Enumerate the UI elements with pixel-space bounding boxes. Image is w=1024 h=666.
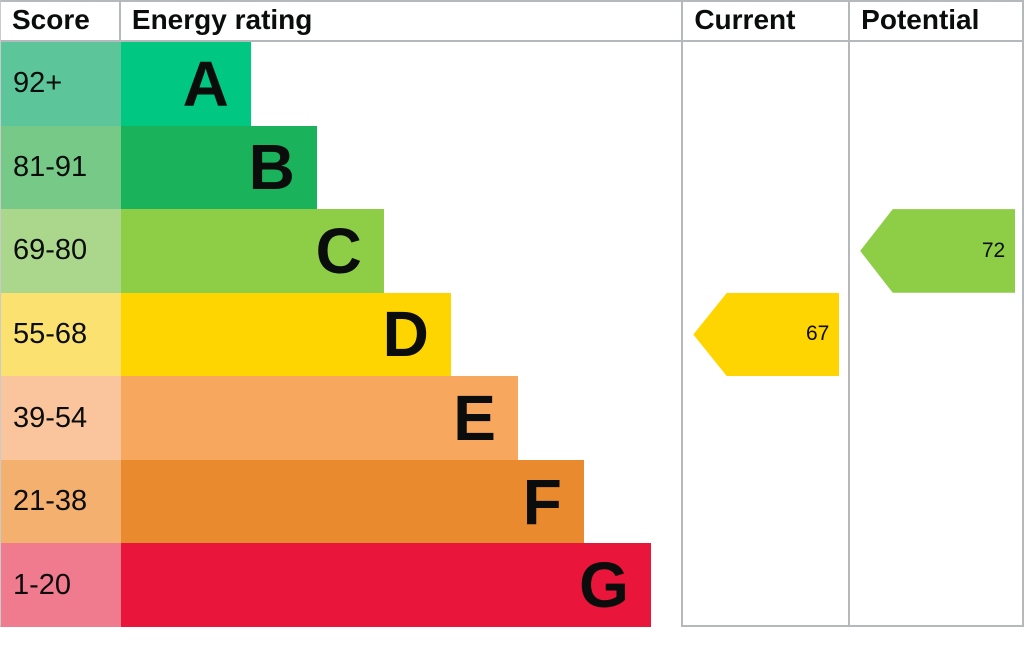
score-range-a: 92+ [13, 67, 63, 100]
band-row-a: 92+ A [1, 42, 1024, 126]
rating-bar-a: A [120, 42, 251, 126]
band-row-g: 1-20 G [1, 543, 1024, 627]
current-rating-arrow: 67 [693, 292, 840, 377]
current-column-cell [683, 376, 851, 460]
score-range-b: 81-91 [13, 150, 88, 183]
score-range-e: 39-54 [13, 401, 88, 434]
rating-cell-f: F [120, 459, 684, 544]
epc-rating-table: Score Energy rating Current Potential 92… [0, 0, 1024, 627]
band-letter-f: F [522, 465, 562, 538]
score-range-f: 21-38 [13, 485, 88, 518]
current-column-cell [683, 543, 851, 627]
current-column-cell: 67 [683, 292, 851, 377]
current-column-cell [683, 459, 851, 544]
rating-bar-b: B [120, 125, 317, 210]
header-potential: Potential [850, 2, 1024, 40]
current-column-cell [683, 209, 851, 293]
table-header-row: Score Energy rating Current Potential [1, 2, 1024, 42]
current-column-cell [683, 42, 851, 126]
band-letter-c: C [315, 214, 362, 287]
header-score: Score [1, 2, 121, 40]
score-cell-b: 81-91 [1, 125, 121, 210]
rating-cell-d: D [120, 292, 684, 377]
potential-rating-arrow: 72 [860, 209, 1016, 293]
potential-column-cell [850, 459, 1024, 544]
rating-cell-a: A [120, 42, 684, 126]
potential-column-cell [850, 42, 1024, 126]
score-cell-g: 1-20 [1, 543, 121, 627]
potential-column-cell: 72 [850, 209, 1024, 293]
rating-cell-c: C [120, 209, 684, 293]
rating-cell-e: E [120, 376, 684, 460]
current-column-cell [683, 125, 851, 210]
rating-bar-c: C [120, 209, 384, 293]
header-energy-rating: Energy rating [121, 2, 684, 40]
band-letter-e: E [453, 382, 496, 455]
potential-column-cell [850, 376, 1024, 460]
band-row-e: 39-54 E [1, 376, 1024, 460]
rating-bar-e: E [120, 376, 518, 460]
current-rating-value: 67 [805, 322, 830, 346]
rating-cell-b: B [120, 125, 684, 210]
rating-bar-d: D [120, 292, 451, 377]
rating-cell-g: G [120, 543, 684, 627]
score-cell-f: 21-38 [1, 459, 121, 544]
band-letter-g: G [579, 549, 629, 622]
header-current: Current [683, 2, 851, 40]
potential-rating-value: 72 [981, 238, 1006, 262]
band-row-f: 21-38 F [1, 459, 1024, 544]
score-range-c: 69-80 [13, 234, 88, 267]
potential-column-cell [850, 292, 1024, 377]
score-cell-a: 92+ [1, 42, 121, 126]
band-letter-b: B [248, 131, 295, 204]
band-row-c: 69-80 C 72 [1, 209, 1024, 293]
score-range-g: 1-20 [13, 568, 72, 601]
band-letter-a: A [182, 47, 229, 120]
band-letter-d: D [382, 298, 429, 371]
band-row-b: 81-91 B [1, 125, 1024, 210]
potential-column-cell [850, 125, 1024, 210]
band-row-d: 55-68 D 67 [1, 292, 1024, 377]
score-cell-e: 39-54 [1, 376, 121, 460]
rating-bar-g: G [120, 543, 651, 627]
rating-bar-f: F [120, 459, 584, 544]
potential-column-cell [850, 543, 1024, 627]
score-range-d: 55-68 [13, 317, 88, 350]
score-cell-c: 69-80 [1, 209, 121, 293]
score-cell-d: 55-68 [1, 292, 121, 377]
